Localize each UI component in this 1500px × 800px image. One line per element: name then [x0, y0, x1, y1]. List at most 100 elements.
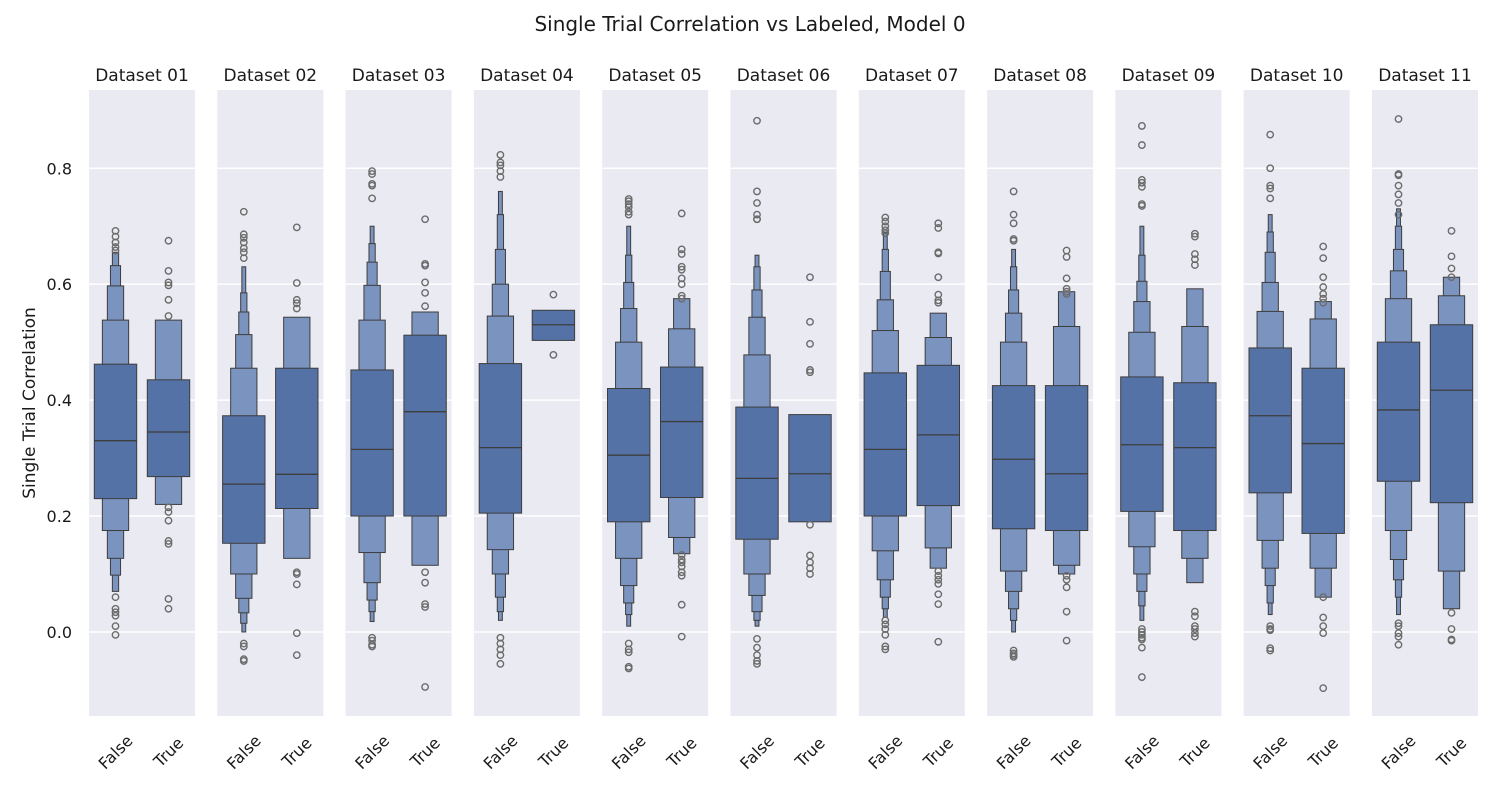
- outlier-point: [1319, 593, 1328, 602]
- outlier-point: [677, 294, 686, 303]
- outlier-point: [164, 537, 173, 545]
- outlier-point: [806, 570, 814, 578]
- outlier-point: [753, 635, 761, 643]
- x-tick-label: False: [993, 731, 1035, 773]
- boxen-box: [1044, 385, 1089, 532]
- boxen-box: [275, 367, 319, 509]
- panel-6: Dataset 06 False True: [730, 66, 837, 773]
- y-tick-label: 0.0: [47, 623, 72, 642]
- outlier-point: [881, 620, 890, 629]
- panel-title: Dataset 03: [352, 66, 446, 86]
- outlier-point: [549, 350, 558, 359]
- x-tick-label: True: [406, 733, 444, 771]
- outlier-point: [1394, 632, 1403, 641]
- outlier-point: [624, 648, 633, 657]
- outlier-point: [111, 246, 120, 255]
- panel-title: Dataset 09: [1122, 66, 1216, 86]
- outlier-point: [624, 203, 633, 211]
- outlier-point: [934, 224, 943, 232]
- outlier-point: [239, 244, 248, 253]
- boxen-box: [146, 379, 191, 478]
- outlier-point: [1447, 608, 1456, 617]
- outlier-point: [1138, 122, 1146, 130]
- outlier-point: [1009, 210, 1018, 219]
- outlier-point: [753, 659, 761, 668]
- outlier-point: [1062, 571, 1071, 580]
- outlier-point: [934, 298, 943, 307]
- outlier-point: [111, 243, 120, 251]
- x-tick-label: False: [480, 731, 522, 773]
- outlier-point: [164, 295, 173, 304]
- outlier-point: [1266, 622, 1275, 631]
- panel-11: Dataset 11 False True: [1372, 66, 1478, 773]
- outlier-point: [239, 254, 248, 262]
- outlier-point: [1191, 632, 1199, 641]
- outlier-point: [1394, 629, 1403, 638]
- outlier-point: [1191, 625, 1199, 633]
- x-tick-label: True: [791, 733, 829, 771]
- outlier-point: [1138, 141, 1146, 149]
- panel-title: Dataset 01: [95, 66, 189, 86]
- outlier-point: [677, 550, 686, 559]
- outlier-point: [164, 508, 173, 516]
- outlier-point: [624, 207, 633, 216]
- x-tick-label: True: [149, 733, 187, 771]
- outlier-point: [111, 622, 120, 631]
- outlier-point: [1009, 236, 1018, 245]
- panel-5: Dataset 05 False True: [602, 66, 709, 773]
- outlier-point: [1191, 261, 1199, 269]
- boxen-box: [222, 415, 266, 544]
- outlier-point: [1191, 232, 1199, 241]
- outlier-point: [1009, 187, 1018, 196]
- outlier-point: [1138, 673, 1146, 682]
- outlier-point: [934, 219, 943, 228]
- boxen-box: [93, 363, 138, 500]
- x-tick-label: True: [1176, 733, 1214, 771]
- panel-title: Dataset 06: [737, 66, 831, 86]
- boxen-box: [788, 414, 832, 523]
- outlier-point: [1266, 130, 1275, 139]
- outlier-point: [1191, 250, 1199, 258]
- x-tick-label: True: [919, 733, 957, 771]
- x-tick-label: False: [736, 731, 778, 773]
- outlier-point: [368, 194, 376, 203]
- outlier-point: [496, 173, 505, 181]
- outlier-point: [496, 659, 505, 668]
- outlier-point: [1394, 190, 1403, 199]
- outlier-point: [934, 567, 943, 575]
- outlier-point: [934, 273, 943, 282]
- outlier-point: [111, 238, 120, 247]
- boxen-box: [1429, 324, 1474, 504]
- outlier-point: [934, 249, 943, 258]
- outlier-point: [1266, 626, 1275, 635]
- outlier-point: [624, 664, 633, 673]
- outlier-point: [1447, 264, 1456, 273]
- outlier-point: [1062, 583, 1071, 592]
- panel-3: Dataset 03 False True: [345, 66, 452, 773]
- panel-title: Dataset 02: [223, 66, 317, 86]
- outlier-point: [1319, 613, 1328, 622]
- outlier-point: [1266, 644, 1275, 653]
- outlier-point: [881, 630, 890, 639]
- outlier-point: [292, 629, 301, 638]
- x-tick-label: True: [1432, 733, 1470, 771]
- outlier-point: [164, 281, 173, 290]
- outlier-point: [1394, 640, 1403, 649]
- outlier-point: [1447, 226, 1456, 235]
- outlier-point: [1138, 182, 1146, 191]
- panel-title: Dataset 07: [865, 66, 959, 86]
- outlier-point: [164, 266, 173, 275]
- outlier-point: [934, 590, 943, 599]
- outlier-point: [292, 651, 301, 660]
- outlier-point: [1138, 630, 1146, 639]
- boxen-box: [1173, 382, 1217, 532]
- outlier-point: [1191, 229, 1199, 238]
- outlier-point: [164, 539, 173, 548]
- outlier-point: [1447, 625, 1456, 633]
- outlier-point: [806, 273, 814, 282]
- outlier-point: [1394, 115, 1403, 123]
- outlier-point: [239, 639, 248, 648]
- outlier-point: [1394, 181, 1403, 190]
